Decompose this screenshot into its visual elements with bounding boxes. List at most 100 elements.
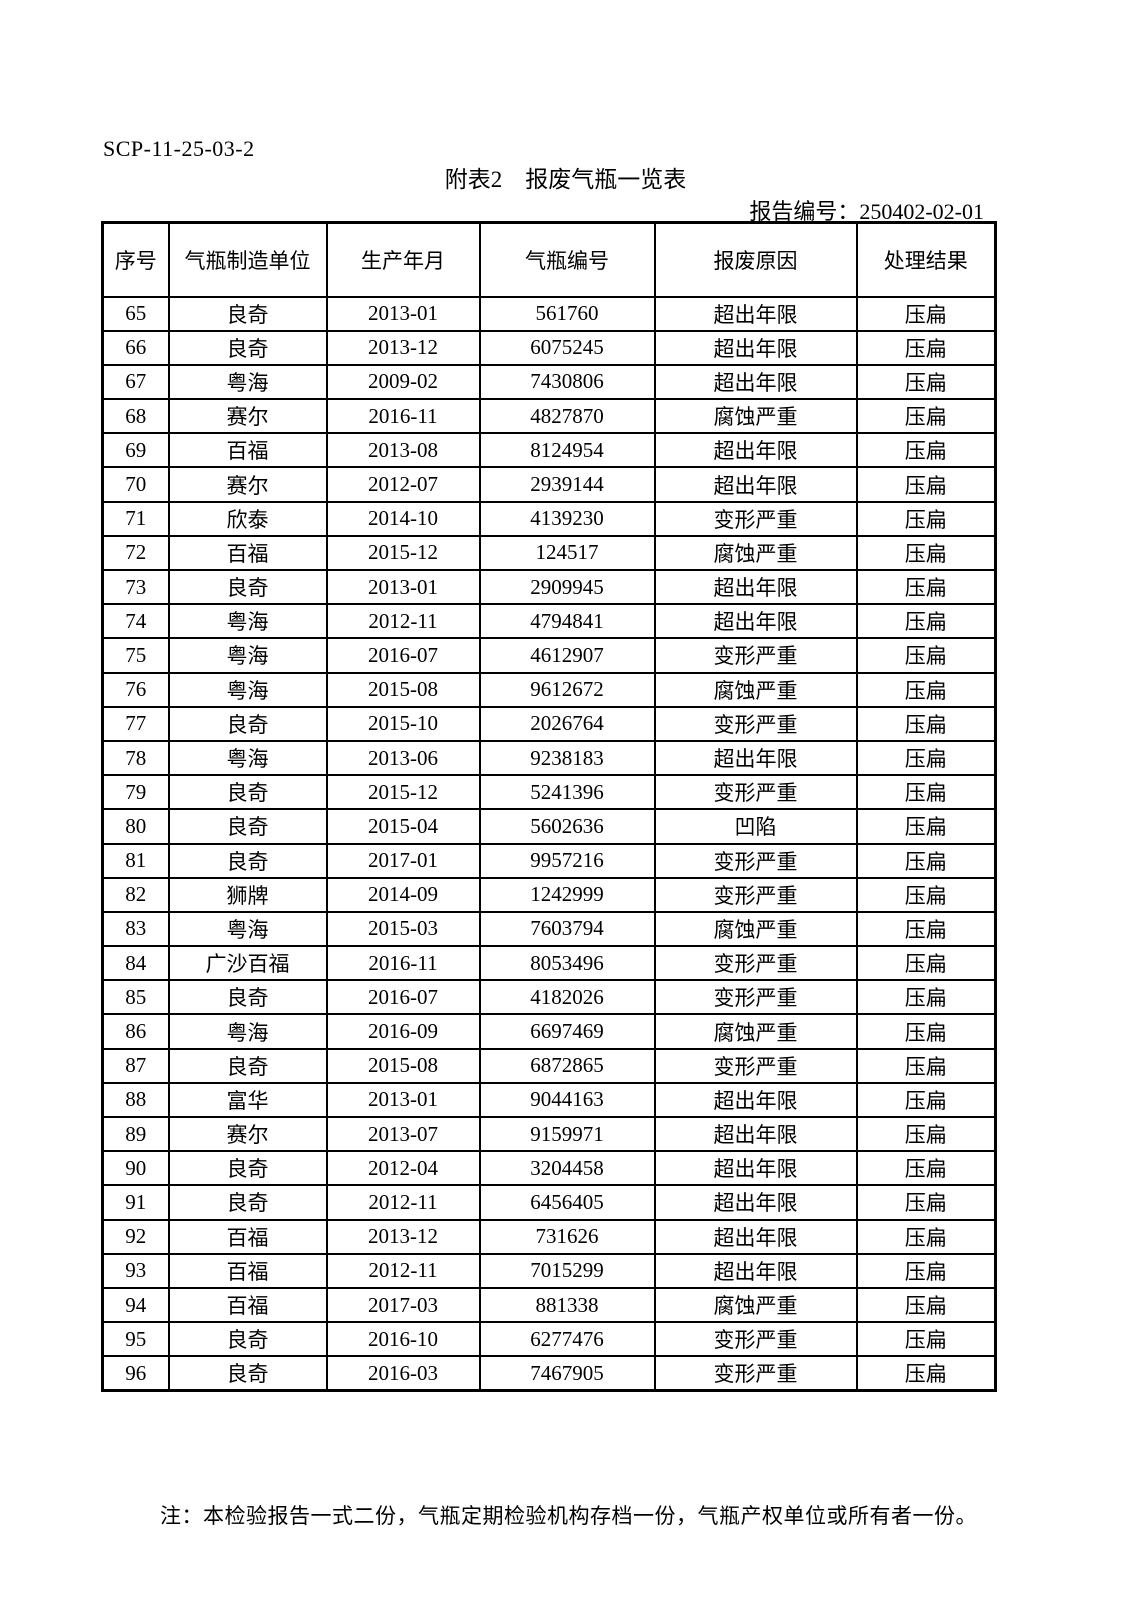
cell-result: 压扁 bbox=[855, 774, 997, 811]
cell-production_date: 2017-01 bbox=[325, 842, 481, 879]
cell-scrap_reason: 超出年限 bbox=[653, 1150, 858, 1187]
cell-manufacturer: 百福 bbox=[167, 534, 328, 572]
cell-seq: 75 bbox=[101, 637, 170, 674]
cell-manufacturer: 良奇 bbox=[167, 808, 328, 845]
cell-cylinder_no: 7430806 bbox=[478, 363, 656, 401]
scrapped-cylinders-table: 序号 气瓶制造单位 生产年月 气瓶编号 报废原因 处理结果 65 良奇 2013-01 5617… bbox=[101, 221, 997, 1392]
cell-manufacturer: 粤海 bbox=[167, 671, 328, 708]
cell-scrap_reason: 超出年限 bbox=[653, 1218, 858, 1255]
cell-manufacturer: 良奇 bbox=[167, 842, 328, 879]
cell-result: 压扁 bbox=[855, 876, 997, 913]
cell-scrap_reason: 变形严重 bbox=[653, 1321, 858, 1358]
cell-scrap_reason: 超出年限 bbox=[653, 432, 858, 469]
table-row: 70 赛尔 2012-07 2939144 超出年限 压扁 bbox=[101, 466, 997, 503]
cell-manufacturer: 赛尔 bbox=[167, 466, 328, 503]
cell-cylinder_no: 9159971 bbox=[478, 1115, 656, 1153]
cell-result: 压扁 bbox=[855, 500, 997, 537]
cell-manufacturer: 良奇 bbox=[167, 1047, 328, 1084]
cell-manufacturer: 良奇 bbox=[167, 1150, 328, 1187]
cell-cylinder_no: 6277476 bbox=[478, 1321, 656, 1358]
cell-production_date: 2013-01 bbox=[325, 568, 481, 606]
cell-seq: 93 bbox=[101, 1252, 170, 1289]
cell-seq: 94 bbox=[101, 1286, 170, 1324]
table-row: 96 良奇 2016-03 7467905 变形严重 压扁 bbox=[101, 1355, 997, 1392]
cell-seq: 90 bbox=[101, 1150, 170, 1187]
cell-seq: 95 bbox=[101, 1321, 170, 1358]
cell-production_date: 2015-03 bbox=[325, 910, 481, 948]
cell-production_date: 2013-12 bbox=[325, 1218, 481, 1255]
cell-production_date: 2013-01 bbox=[325, 1081, 481, 1119]
table-row: 74 粤海 2012-11 4794841 超出年限 压扁 bbox=[101, 603, 997, 640]
cell-manufacturer: 赛尔 bbox=[167, 398, 328, 435]
cell-production_date: 2012-11 bbox=[325, 1184, 481, 1221]
table-row: 69 百福 2013-08 8124954 超出年限 压扁 bbox=[101, 432, 997, 469]
table-body: 65 良奇 2013-01 561760 超出年限 压扁 66 良奇 2013-12 607524… bbox=[101, 295, 997, 1392]
cell-production_date: 2013-06 bbox=[325, 739, 481, 777]
cell-result: 压扁 bbox=[855, 808, 997, 845]
cell-cylinder_no: 4612907 bbox=[478, 637, 656, 674]
table-row: 75 粤海 2016-07 4612907 变形严重 压扁 bbox=[101, 637, 997, 674]
cell-scrap_reason: 腐蚀严重 bbox=[653, 1013, 858, 1050]
cell-seq: 84 bbox=[101, 945, 170, 982]
cell-seq: 85 bbox=[101, 979, 170, 1016]
cell-result: 压扁 bbox=[855, 945, 997, 982]
cell-production_date: 2015-04 bbox=[325, 808, 481, 845]
cell-result: 压扁 bbox=[855, 739, 997, 777]
cell-result: 压扁 bbox=[855, 1115, 997, 1153]
cell-result: 压扁 bbox=[855, 1286, 997, 1324]
cell-result: 压扁 bbox=[855, 432, 997, 469]
cell-scrap_reason: 变形严重 bbox=[653, 774, 858, 811]
cell-seq: 82 bbox=[101, 876, 170, 913]
cell-manufacturer: 百福 bbox=[167, 1286, 328, 1324]
cell-manufacturer: 良奇 bbox=[167, 568, 328, 606]
table-row: 86 粤海 2016-09 6697469 腐蚀严重 压扁 bbox=[101, 1013, 997, 1050]
cell-result: 压扁 bbox=[855, 1355, 997, 1392]
table-row: 91 良奇 2012-11 6456405 超出年限 压扁 bbox=[101, 1184, 997, 1221]
cell-scrap_reason: 超出年限 bbox=[653, 1184, 858, 1221]
cell-scrap_reason: 超出年限 bbox=[653, 568, 858, 606]
cell-cylinder_no: 2909945 bbox=[478, 568, 656, 606]
table-row: 88 富华 2013-01 9044163 超出年限 压扁 bbox=[101, 1081, 997, 1119]
cell-seq: 68 bbox=[101, 398, 170, 435]
column-header-cylinder_no: 气瓶编号 bbox=[478, 221, 656, 298]
cell-manufacturer: 良奇 bbox=[167, 1321, 328, 1358]
cell-scrap_reason: 超出年限 bbox=[653, 1081, 858, 1119]
cell-seq: 74 bbox=[101, 603, 170, 640]
cell-scrap_reason: 变形严重 bbox=[653, 705, 858, 742]
cell-production_date: 2012-11 bbox=[325, 603, 481, 640]
cell-scrap_reason: 变形严重 bbox=[653, 876, 858, 913]
cell-scrap_reason: 腐蚀严重 bbox=[653, 910, 858, 948]
table-row: 67 粤海 2009-02 7430806 超出年限 压扁 bbox=[101, 363, 997, 401]
cell-seq: 67 bbox=[101, 363, 170, 401]
cell-production_date: 2014-09 bbox=[325, 876, 481, 913]
cell-production_date: 2013-12 bbox=[325, 329, 481, 366]
report-number-label: 报告编号： bbox=[749, 199, 860, 224]
cell-result: 压扁 bbox=[855, 1047, 997, 1084]
cell-manufacturer: 赛尔 bbox=[167, 1115, 328, 1153]
table-row: 93 百福 2012-11 7015299 超出年限 压扁 bbox=[101, 1252, 997, 1289]
cell-cylinder_no: 2939144 bbox=[478, 466, 656, 503]
cell-manufacturer: 粤海 bbox=[167, 910, 328, 948]
cell-manufacturer: 百福 bbox=[167, 432, 328, 469]
cell-seq: 78 bbox=[101, 739, 170, 777]
cell-seq: 92 bbox=[101, 1218, 170, 1255]
cell-cylinder_no: 5602636 bbox=[478, 808, 656, 845]
column-header-manufacturer: 气瓶制造单位 bbox=[167, 221, 328, 298]
cell-scrap_reason: 超出年限 bbox=[653, 466, 858, 503]
cell-manufacturer: 欣泰 bbox=[167, 500, 328, 537]
header-row: 序号 气瓶制造单位 生产年月 气瓶编号 报废原因 处理结果 bbox=[101, 221, 997, 298]
cell-cylinder_no: 124517 bbox=[478, 534, 656, 572]
cell-seq: 86 bbox=[101, 1013, 170, 1050]
cell-cylinder_no: 731626 bbox=[478, 1218, 656, 1255]
cell-seq: 80 bbox=[101, 808, 170, 845]
column-header-result: 处理结果 bbox=[855, 221, 997, 298]
table-row: 94 百福 2017-03 881338 腐蚀严重 压扁 bbox=[101, 1286, 997, 1324]
cell-cylinder_no: 9957216 bbox=[478, 842, 656, 879]
cell-production_date: 2016-07 bbox=[325, 979, 481, 1016]
cell-scrap_reason: 腐蚀严重 bbox=[653, 398, 858, 435]
cell-manufacturer: 粤海 bbox=[167, 739, 328, 777]
cell-production_date: 2016-10 bbox=[325, 1321, 481, 1358]
cell-seq: 91 bbox=[101, 1184, 170, 1221]
table-row: 79 良奇 2015-12 5241396 变形严重 压扁 bbox=[101, 774, 997, 811]
cell-scrap_reason: 变形严重 bbox=[653, 842, 858, 879]
